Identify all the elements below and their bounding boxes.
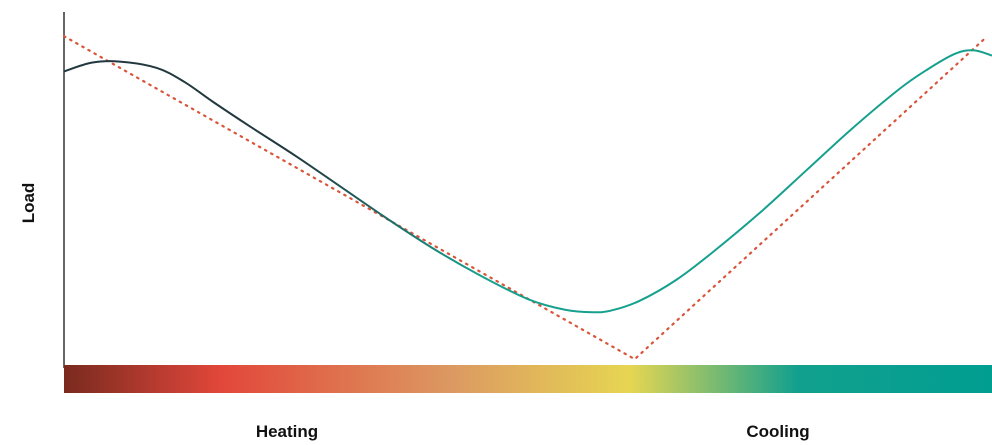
- series-dotted-line: [62, 35, 989, 361]
- band-label-cooling: Cooling: [746, 422, 809, 441]
- series-solid-line: [63, 49, 992, 314]
- y-axis-label: Load: [19, 183, 38, 224]
- heating-cooling-colorbar: [64, 365, 992, 393]
- band-label-heating: Heating: [256, 422, 318, 441]
